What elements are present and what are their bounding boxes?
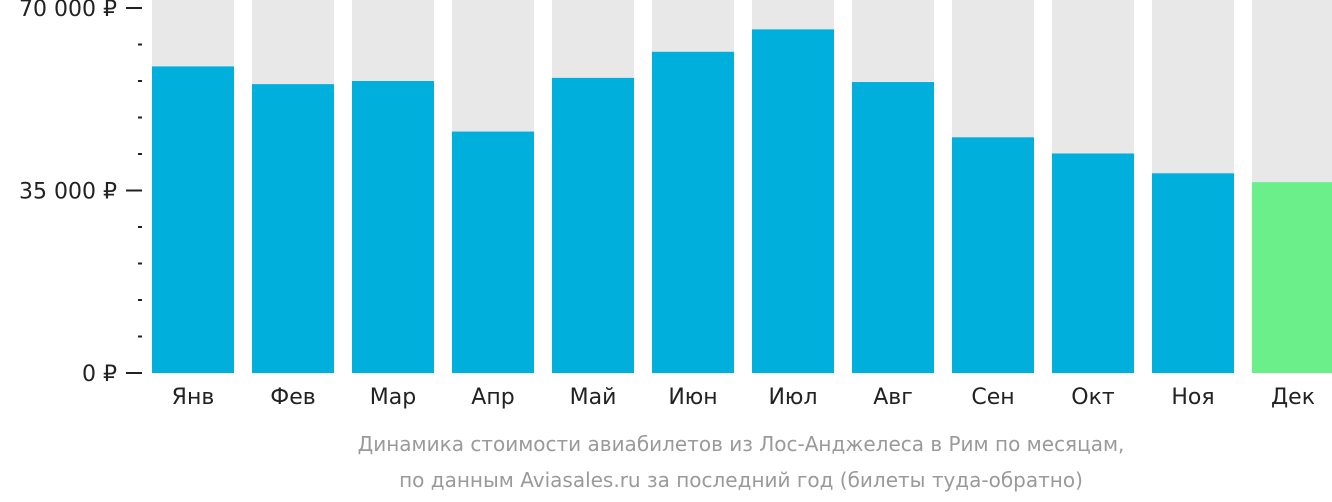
- bar-9: [952, 137, 1034, 373]
- bar-4: [452, 131, 534, 373]
- x-tick-label: Апр: [471, 385, 514, 410]
- x-tick-label: Июн: [668, 385, 717, 410]
- y-axis: 0 ₽ 35 000 ₽ 70 000 ₽: [19, 0, 142, 387]
- bar-12: [1252, 182, 1332, 373]
- bar-7: [752, 29, 834, 373]
- x-tick-label: Ноя: [1171, 385, 1214, 410]
- x-tick-label: Янв: [172, 385, 215, 410]
- bar-3: [352, 81, 434, 373]
- x-tick-label: Окт: [1071, 385, 1115, 410]
- x-tick-label: Мар: [370, 385, 416, 410]
- bar-8: [852, 82, 934, 374]
- caption-line-2: по данным Aviasales.ru за последний год …: [399, 468, 1083, 492]
- x-tick-label: Авг: [873, 385, 913, 410]
- x-tick-label: Фев: [270, 385, 315, 410]
- x-tick-label: Май: [570, 385, 617, 410]
- x-axis-labels: Янв Фев Мар Апр Май Июн Июл Авг Сен Окт Ноя Дек: [172, 385, 1315, 410]
- y-tick-label: 70 000 ₽: [19, 0, 117, 22]
- bar-10: [1052, 153, 1134, 373]
- bar-5: [552, 77, 634, 373]
- x-tick-label: Дек: [1271, 385, 1315, 410]
- x-tick-label: Сен: [971, 385, 1014, 410]
- caption-line-1: Динамика стоимости авиабилетов из Лос-Ан…: [358, 432, 1125, 456]
- bar-6: [652, 51, 734, 374]
- bar-1: [152, 66, 234, 374]
- y-tick-label: 0 ₽: [82, 362, 117, 387]
- x-tick-label: Июл: [768, 385, 817, 410]
- y-tick-label: 35 000 ₽: [19, 180, 117, 205]
- bar-11: [1152, 173, 1234, 373]
- bar-2: [252, 84, 334, 373]
- data-bars: [152, 29, 1332, 374]
